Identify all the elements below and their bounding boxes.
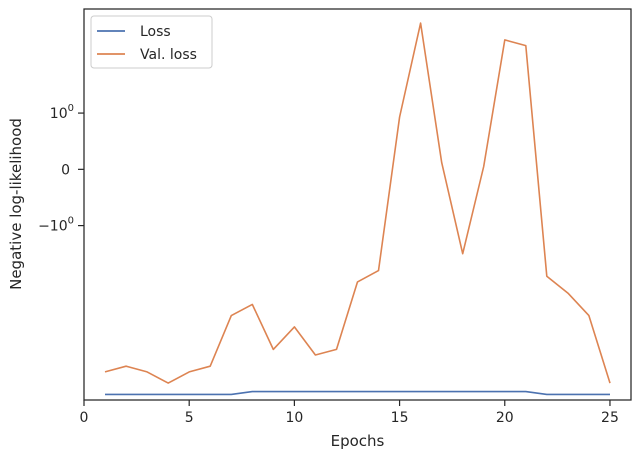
- x-axis-ticks: 0 5 10 15 20 25: [80, 400, 619, 426]
- series-layer: [104, 22, 611, 396]
- y-tick-exponent: 0: [68, 216, 74, 227]
- y-tick-label: −100: [38, 216, 74, 235]
- x-tick-label: 5: [185, 410, 194, 426]
- x-tick-label: 25: [601, 410, 619, 426]
- y-tick-label: 0: [61, 162, 70, 178]
- x-tick-label: 15: [391, 410, 409, 426]
- legend-label-1: Val. loss: [140, 47, 197, 63]
- legend-box: [90, 15, 213, 69]
- x-tick-label: 0: [80, 410, 89, 426]
- x-tick-label: 20: [496, 410, 514, 426]
- legend-label-0: Loss: [140, 24, 171, 40]
- y-tick-base: −10: [38, 219, 68, 235]
- y-tick-exponent: 0: [68, 103, 74, 114]
- y-tick-label: 100: [50, 103, 74, 122]
- series-line-1: [104, 22, 611, 384]
- x-axis-label: Epochs: [331, 432, 385, 450]
- x-tick-label: 10: [285, 410, 303, 426]
- series-line-0: [105, 390, 610, 396]
- legend: Loss Val. loss: [90, 15, 213, 69]
- y-tick-base: 10: [50, 106, 68, 122]
- y-axis-label: Negative log-likelihood: [7, 118, 25, 290]
- plot-frame: [83, 8, 632, 401]
